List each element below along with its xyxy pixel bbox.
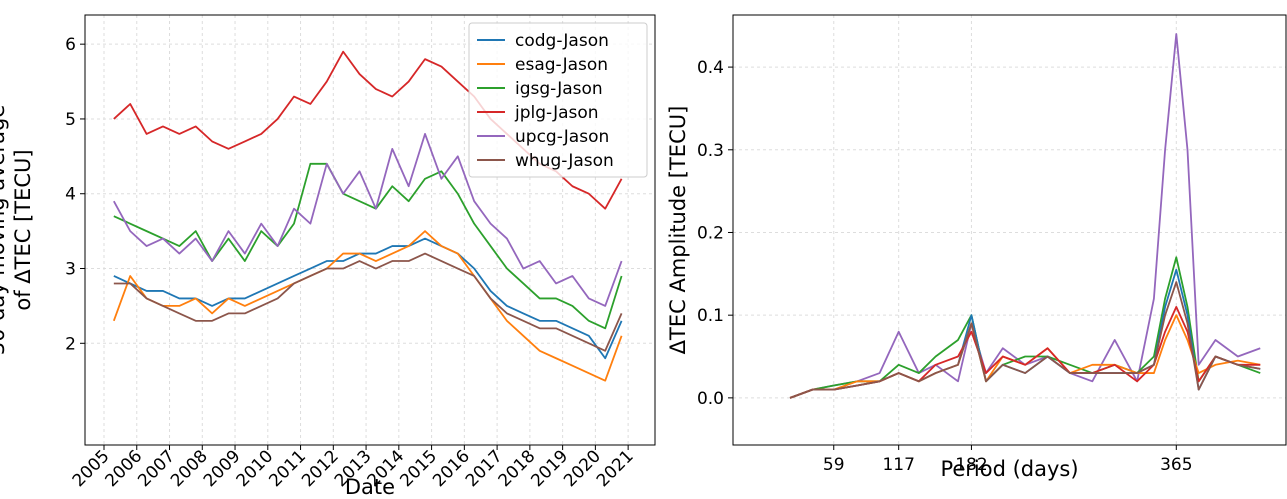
x-tick-label: 117	[882, 455, 914, 475]
x-tick-label: 2005	[69, 446, 114, 491]
legend-box	[468, 22, 648, 178]
x-tick-label: 2021	[593, 446, 638, 491]
series-line	[113, 252, 623, 352]
series-line	[113, 133, 623, 307]
x-tick-label: 2007	[134, 446, 179, 491]
x-tick-label: 2006	[102, 446, 147, 491]
y-tick-label: 3	[65, 260, 76, 280]
x-tick-label: 2008	[167, 446, 212, 491]
x-tick-label: 2019	[527, 446, 572, 491]
y-axis-label: ΔTEC Amplitude [TECU]	[666, 106, 690, 355]
x-tick-label: 2009	[200, 446, 245, 491]
series-line	[789, 33, 1261, 399]
y-tick-label: 0.2	[697, 223, 724, 243]
x-tick-label: 2018	[495, 446, 540, 491]
x-tick-label: 2016	[429, 446, 474, 491]
x-tick-label: 182	[955, 455, 987, 475]
x-tick-label: 365	[1160, 455, 1192, 475]
plot-frame	[84, 14, 656, 446]
x-tick-label: 2010	[233, 446, 278, 491]
legend-label: whug-Jason	[515, 151, 614, 171]
plot-frame	[732, 14, 1287, 446]
legend-label: esag-Jason	[515, 55, 608, 75]
y-tick-label: 2	[65, 334, 76, 354]
legend-label: jplg-Jason	[514, 103, 599, 123]
series-line	[112, 230, 623, 382]
y-tick-label: 4	[65, 185, 76, 205]
y-axis-label: of ΔTEC [TECU]	[11, 149, 35, 310]
series-line	[113, 237, 623, 360]
y-tick-label: 0.0	[697, 389, 724, 409]
series-line	[113, 162, 623, 330]
x-tick-label: 2015	[396, 446, 441, 491]
x-axis-label: Date	[345, 475, 395, 499]
legend-label: igsg-Jason	[515, 79, 603, 99]
x-tick-label: 59	[823, 455, 845, 475]
y-tick-label: 5	[65, 110, 76, 130]
y-tick-label: 6	[65, 35, 76, 55]
x-tick-label: 2020	[560, 446, 605, 491]
x-tick-label: 2017	[462, 446, 507, 491]
legend-label: upcg-Jason	[515, 127, 609, 147]
y-axis-label: 30-day moving average	[0, 105, 9, 355]
x-tick-label: 2012	[298, 446, 343, 491]
y-tick-label: 0.1	[697, 306, 724, 326]
y-tick-label: 0.4	[697, 58, 724, 78]
x-axis-label: Period (days)	[940, 457, 1078, 481]
series-line	[789, 281, 1261, 399]
x-tick-label: 2011	[265, 446, 310, 491]
legend-label: codg-Jason	[515, 31, 609, 51]
y-tick-label: 0.3	[697, 141, 724, 161]
